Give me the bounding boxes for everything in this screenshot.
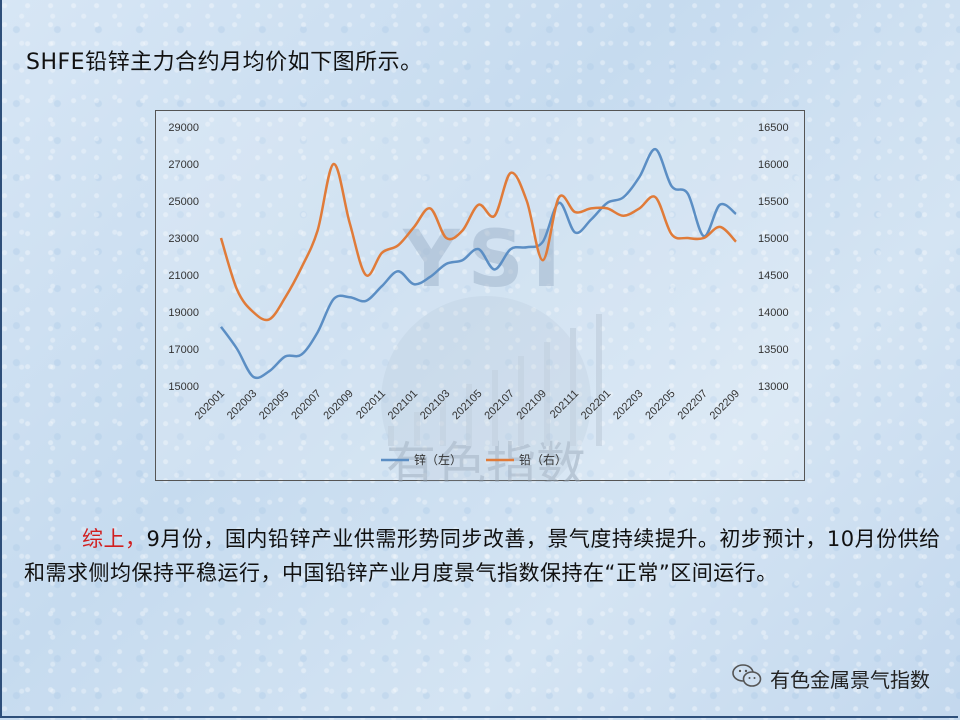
- chart-legend: 锌（左） 铅（右）: [381, 452, 567, 467]
- right-tick-label: 14500: [758, 270, 789, 282]
- brand-footer: 有色金属景气指数: [732, 663, 930, 694]
- left-tick-label: 17000: [168, 344, 199, 356]
- x-tick-label: 202009: [321, 388, 355, 422]
- right-tick-label: 14000: [758, 307, 789, 319]
- watermark-bars: [388, 314, 602, 446]
- lead-series-line: [219, 162, 737, 322]
- right-tick-label: 13500: [758, 344, 789, 356]
- zinc-series-line: [219, 147, 737, 380]
- brand-name: 有色金属景气指数: [770, 668, 930, 692]
- watermark-bar: [544, 342, 550, 446]
- left-tick-label: 21000: [168, 270, 199, 282]
- x-tick-label: 202207: [675, 388, 709, 422]
- left-tick-label: 29000: [168, 122, 199, 134]
- legend-label-lead: 铅（右）: [519, 452, 567, 467]
- summary-body: 9月份，国内铅锌产业供需形势同步改善，景气度持续提升。初步预计，10月份供给和需…: [24, 527, 941, 585]
- chart-container: YSI 有色指数 15000 17000 19000 21000 23000 25000 2…: [155, 110, 805, 482]
- x-tick-label: 202003: [225, 388, 259, 422]
- ysi-watermark: YSI 有色指数: [381, 215, 602, 482]
- summary-paragraph: 综上，9月份，国内铅锌产业供需形势同步改善，景气度持续提升。初步预计，10月份供…: [24, 522, 944, 590]
- dual-axis-line-chart: YSI 有色指数 15000 17000 19000 21000 23000 25000 2…: [168, 122, 789, 482]
- watermark-bar: [596, 314, 602, 446]
- left-tick-label: 19000: [168, 307, 199, 319]
- intro-text: SHFE铅锌主力合约月均价如下图所示。: [26, 50, 423, 75]
- x-tick-label: 202209: [708, 388, 742, 422]
- watermark-bar: [492, 370, 498, 446]
- left-tick-label: 15000: [168, 381, 199, 393]
- x-tick-label: 202005: [257, 388, 291, 422]
- watermark-bar: [570, 328, 576, 446]
- x-tick-label: 202203: [611, 388, 645, 422]
- right-tick-label: 15500: [758, 196, 789, 208]
- x-tick-label: 202205: [643, 388, 677, 422]
- legend-label-zinc: 锌（左）: [414, 452, 462, 467]
- right-tick-label: 16000: [758, 159, 789, 171]
- summary-lead: 综上，: [82, 527, 147, 551]
- right-tick-label: 15000: [758, 233, 789, 245]
- watermark-globe: [381, 296, 591, 482]
- watermark-bar: [414, 412, 420, 446]
- watermark-bar: [518, 356, 524, 446]
- watermark-bar: [466, 384, 472, 446]
- left-tick-label: 27000: [168, 159, 199, 171]
- watermark-bar: [388, 426, 394, 446]
- left-tick-label: 25000: [168, 196, 199, 208]
- right-tick-label: 16500: [758, 122, 789, 134]
- wechat-icon: [732, 663, 762, 694]
- right-tick-label: 13000: [758, 381, 789, 393]
- x-tick-label: 202007: [289, 388, 323, 422]
- left-tick-label: 23000: [168, 233, 199, 245]
- watermark-bar: [440, 398, 446, 446]
- chart-lines: [219, 147, 737, 380]
